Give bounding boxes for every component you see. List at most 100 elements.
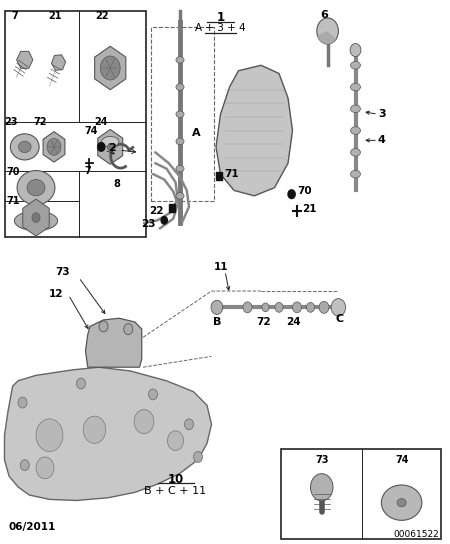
Circle shape: [317, 18, 338, 44]
Text: 72: 72: [34, 118, 47, 127]
Ellipse shape: [382, 485, 422, 520]
Polygon shape: [216, 65, 292, 196]
Text: 21: 21: [49, 11, 62, 21]
Text: 21: 21: [302, 205, 317, 214]
Text: 22: 22: [149, 206, 163, 216]
Ellipse shape: [351, 83, 360, 91]
Text: 11: 11: [214, 262, 229, 271]
Circle shape: [211, 300, 223, 314]
Circle shape: [288, 190, 295, 199]
Circle shape: [47, 139, 61, 155]
Circle shape: [243, 302, 252, 313]
Bar: [169, 204, 175, 212]
Text: 70: 70: [297, 187, 311, 196]
Polygon shape: [51, 55, 66, 70]
Text: 71: 71: [224, 169, 238, 179]
Text: 1: 1: [216, 11, 225, 24]
Ellipse shape: [176, 165, 184, 172]
Text: 10: 10: [167, 473, 184, 486]
Ellipse shape: [351, 170, 360, 178]
Ellipse shape: [176, 111, 184, 118]
Text: 8: 8: [113, 179, 120, 189]
Circle shape: [194, 452, 202, 462]
Ellipse shape: [176, 57, 184, 63]
Text: 12: 12: [49, 289, 63, 299]
Polygon shape: [86, 318, 142, 367]
Ellipse shape: [27, 180, 45, 196]
Circle shape: [124, 324, 133, 335]
Circle shape: [306, 302, 315, 312]
Text: A + 3 + 4: A + 3 + 4: [195, 23, 246, 33]
Circle shape: [99, 321, 108, 332]
Ellipse shape: [102, 137, 119, 147]
Circle shape: [275, 302, 283, 312]
Polygon shape: [4, 367, 211, 500]
Text: 74: 74: [395, 455, 409, 465]
Ellipse shape: [176, 138, 184, 145]
Circle shape: [20, 460, 29, 471]
Polygon shape: [17, 51, 33, 69]
Text: A: A: [192, 128, 201, 138]
Circle shape: [18, 397, 27, 408]
Ellipse shape: [351, 61, 360, 69]
Polygon shape: [94, 46, 126, 90]
Ellipse shape: [17, 171, 55, 205]
Text: 23: 23: [141, 219, 155, 229]
Circle shape: [167, 431, 184, 450]
Ellipse shape: [10, 134, 39, 160]
Polygon shape: [43, 132, 65, 162]
Text: 6: 6: [320, 10, 328, 20]
Bar: [281, 449, 441, 539]
Circle shape: [331, 299, 346, 316]
Text: 7: 7: [85, 166, 91, 176]
Text: 24: 24: [287, 317, 301, 326]
Circle shape: [161, 217, 167, 224]
Text: 22: 22: [95, 11, 109, 21]
Circle shape: [292, 302, 302, 313]
Ellipse shape: [18, 141, 31, 153]
Text: 4: 4: [378, 135, 386, 145]
Text: B: B: [213, 317, 221, 326]
Bar: [151, 27, 214, 201]
Circle shape: [98, 143, 105, 151]
Text: 74: 74: [85, 126, 98, 135]
Ellipse shape: [108, 144, 113, 150]
Text: C: C: [336, 314, 344, 324]
Text: 71: 71: [7, 196, 20, 206]
Ellipse shape: [351, 149, 360, 156]
Circle shape: [319, 301, 329, 313]
Circle shape: [36, 419, 63, 452]
Bar: [216, 172, 222, 180]
Circle shape: [76, 378, 86, 389]
Ellipse shape: [351, 105, 360, 113]
Text: 73: 73: [55, 267, 70, 277]
Circle shape: [83, 416, 106, 443]
Ellipse shape: [32, 213, 40, 222]
Circle shape: [310, 474, 333, 501]
Ellipse shape: [176, 84, 184, 90]
Text: 00061522: 00061522: [393, 529, 439, 539]
Circle shape: [262, 303, 269, 312]
Circle shape: [100, 56, 120, 80]
Circle shape: [350, 44, 361, 57]
Polygon shape: [23, 199, 49, 236]
Text: 73: 73: [315, 455, 328, 465]
Text: 3: 3: [378, 109, 386, 119]
Text: 72: 72: [256, 317, 270, 326]
Ellipse shape: [351, 127, 360, 134]
Wedge shape: [317, 31, 336, 44]
Text: 24: 24: [94, 118, 108, 127]
Text: 06/2011: 06/2011: [8, 522, 55, 532]
Text: 70: 70: [7, 168, 20, 177]
Text: 7: 7: [11, 11, 18, 21]
Circle shape: [36, 457, 54, 479]
Ellipse shape: [14, 211, 58, 231]
Circle shape: [134, 410, 154, 434]
Text: B + C + 11: B + C + 11: [144, 486, 207, 496]
Circle shape: [148, 389, 157, 400]
Bar: [4, 11, 146, 237]
Circle shape: [184, 419, 194, 430]
Polygon shape: [98, 129, 123, 164]
Text: 23: 23: [4, 118, 18, 127]
Ellipse shape: [397, 498, 406, 507]
